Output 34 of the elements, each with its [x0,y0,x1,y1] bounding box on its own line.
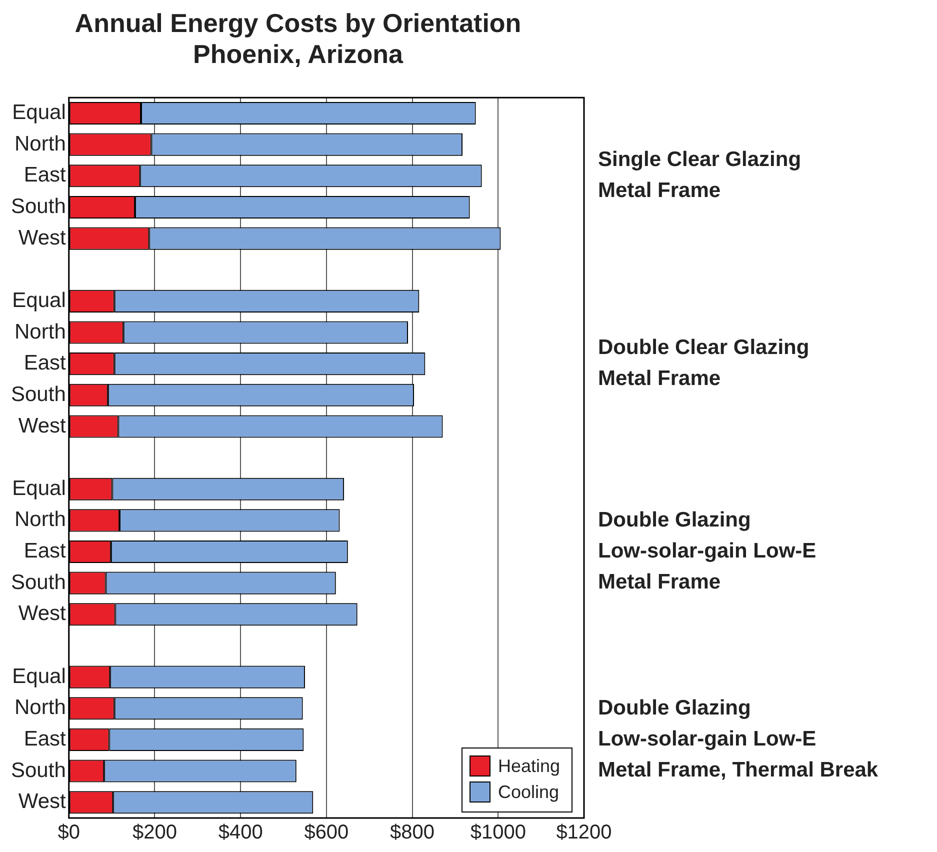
y-tick-label: Equal [12,101,66,124]
x-tick-label: $1200 [556,822,612,844]
y-tick-label: North [14,508,66,532]
y-tick-label: West [18,226,66,250]
x-tick-label: $200 [132,822,177,844]
x-tick-label: $0 [58,822,80,844]
y-tick-label: North [14,320,66,344]
legend-label: Cooling [498,782,560,802]
x-tick-label: $800 [390,822,435,844]
y-tick-label: Equal [12,664,66,688]
text: Double Glazing Low-solar-gain Low-E Metal Frame [598,508,816,594]
y-tick-label: West [18,790,66,814]
text: Double Glazing Low-solar-gain Low-E Metal Frame, Thermal Break [598,696,878,782]
legend-label: Heating [498,756,560,776]
y-tick-label: West [18,414,66,438]
y-tick-label: South [10,758,66,782]
y-tick-label: West [18,602,66,626]
x-tick-label: $1000 [470,822,526,844]
y-tick-label: South [10,570,66,594]
y-tick-label: Equal [12,476,66,500]
y-tick-label: North [14,696,66,720]
chart-title: Annual Energy Costs by Orientation Phoenix, Arizona [74,8,522,70]
text: Double Clear Glazing Metal Frame [598,336,810,390]
x-tick-label: $400 [218,822,263,844]
x-tick-label: $600 [304,822,349,844]
y-tick-label: East [24,540,66,563]
y-tick-label: East [24,164,66,187]
y-tick-label: Equal [12,288,66,312]
y-tick-label: North [14,132,66,156]
y-tick-label: East [24,352,66,375]
y-tick-label: East [24,727,66,750]
y-tick-label: South [10,195,66,218]
y-tick-label: South [10,382,66,406]
text: Single Clear Glazing Metal Frame [598,148,802,202]
